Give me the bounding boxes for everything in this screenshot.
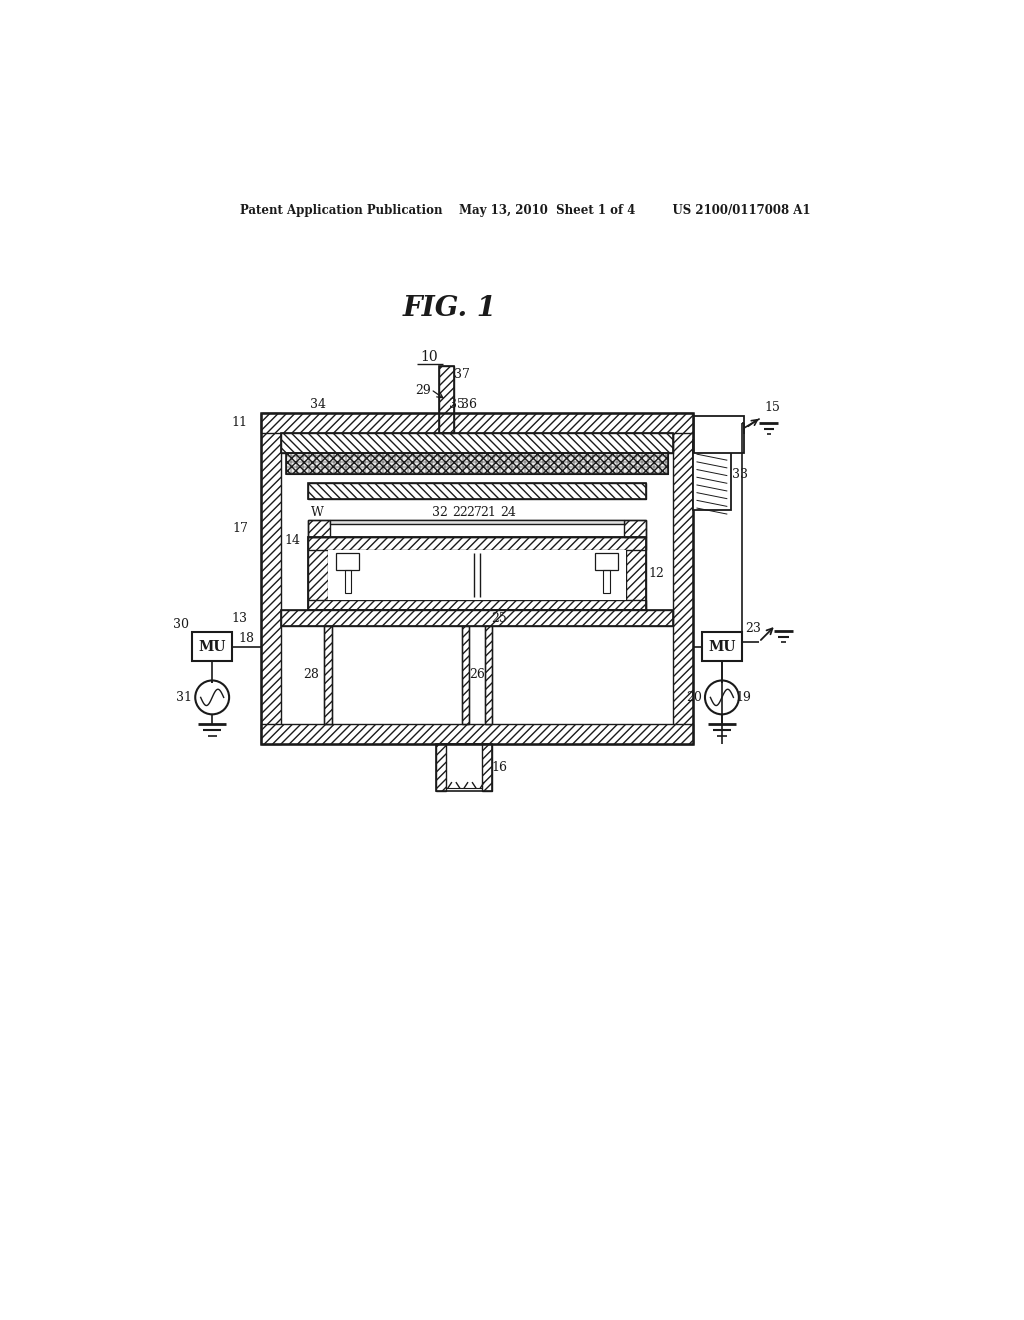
Bar <box>595 553 617 570</box>
Bar <box>286 453 668 474</box>
Bar <box>329 549 626 599</box>
Text: 16: 16 <box>492 760 507 774</box>
Bar <box>336 553 359 570</box>
Bar <box>481 743 492 792</box>
Text: 23: 23 <box>744 622 761 635</box>
Bar <box>308 483 646 499</box>
Text: 11: 11 <box>231 416 248 429</box>
Text: MU: MU <box>709 640 735 653</box>
Text: 13: 13 <box>231 611 248 624</box>
Text: 35: 35 <box>450 399 465 412</box>
Text: 36: 36 <box>462 399 477 412</box>
Bar <box>282 610 673 626</box>
Bar <box>282 433 673 453</box>
Bar <box>692 441 731 510</box>
Text: W: W <box>311 506 325 519</box>
Bar <box>626 537 646 610</box>
Bar <box>261 412 692 743</box>
Text: 29: 29 <box>416 384 431 397</box>
Bar <box>324 626 332 723</box>
Text: Patent Application Publication    May 13, 2010  Sheet 1 of 4         US 2100/011: Patent Application Publication May 13, 2… <box>240 205 810 218</box>
Bar <box>261 412 282 743</box>
Bar <box>282 433 673 453</box>
Bar <box>694 416 744 453</box>
Bar <box>324 626 332 723</box>
Bar <box>261 412 692 433</box>
Text: 28: 28 <box>303 668 319 681</box>
Bar <box>438 367 454 433</box>
Text: 21: 21 <box>480 506 496 519</box>
Text: 26: 26 <box>469 668 485 681</box>
Bar <box>308 537 646 610</box>
Bar <box>261 723 692 743</box>
Bar <box>462 626 469 723</box>
Text: 31: 31 <box>176 690 193 704</box>
Text: 14: 14 <box>285 533 300 546</box>
Bar <box>286 453 668 474</box>
Bar <box>308 520 646 537</box>
Bar <box>484 626 493 723</box>
Bar <box>193 632 232 661</box>
Bar <box>438 367 454 433</box>
Bar <box>308 537 329 610</box>
Text: 30: 30 <box>173 618 189 631</box>
Text: 34: 34 <box>310 399 327 412</box>
Text: 22: 22 <box>453 506 468 519</box>
Bar <box>603 570 609 593</box>
Text: 20: 20 <box>686 690 702 704</box>
Bar <box>436 743 492 792</box>
Bar <box>282 610 673 626</box>
Text: MU: MU <box>199 640 226 653</box>
Bar <box>336 553 359 570</box>
Bar <box>330 520 625 524</box>
Text: 27: 27 <box>466 506 482 519</box>
Text: 33: 33 <box>732 469 749 482</box>
Bar <box>436 743 446 792</box>
Bar <box>308 537 646 549</box>
Bar <box>345 570 351 593</box>
Text: 37: 37 <box>454 367 470 380</box>
Bar <box>701 632 742 661</box>
Bar <box>625 520 646 537</box>
Text: FIG. 1: FIG. 1 <box>403 296 497 322</box>
Bar <box>484 626 493 723</box>
Bar <box>308 599 646 610</box>
Bar <box>603 570 609 593</box>
Bar <box>462 626 469 723</box>
Text: 25: 25 <box>490 611 507 624</box>
Text: 32: 32 <box>432 506 449 519</box>
Text: 15: 15 <box>764 401 780 414</box>
Bar <box>673 412 692 743</box>
Text: 24: 24 <box>500 506 516 519</box>
Text: 18: 18 <box>238 632 254 645</box>
Text: 12: 12 <box>648 566 665 579</box>
Bar <box>308 520 330 537</box>
Text: 17: 17 <box>232 523 248 536</box>
Bar <box>595 553 617 570</box>
Bar <box>345 570 351 593</box>
Text: 19: 19 <box>735 690 752 704</box>
Bar <box>308 483 646 499</box>
Text: 10: 10 <box>421 350 438 364</box>
